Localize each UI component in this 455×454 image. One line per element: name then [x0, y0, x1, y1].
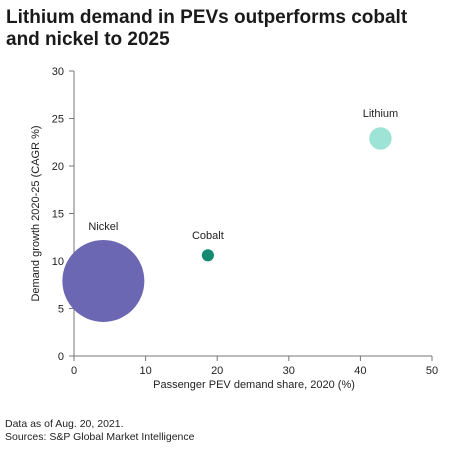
x-tick-label: 0 — [71, 365, 77, 377]
x-tick-label: 10 — [139, 365, 151, 377]
y-tick-label: 15 — [52, 209, 64, 221]
data-date-note: Data as of Aug. 20, 2021. — [5, 418, 124, 430]
bubble-label-nickel: Nickel — [88, 221, 118, 233]
y-tick-label: 25 — [52, 114, 64, 126]
y-tick-label: 30 — [52, 66, 64, 78]
y-tick-label: 5 — [58, 304, 64, 316]
chart-title-line-1: Lithium demand in PEVs outperforms cobal… — [6, 7, 408, 28]
x-tick-label: 50 — [426, 365, 438, 377]
chart-footer: Data as of Aug. 20, 2021. Sources: S&P G… — [5, 418, 195, 444]
source-note: Sources: S&P Global Market Intelligence — [5, 431, 195, 443]
x-tick-label: 20 — [211, 365, 223, 377]
y-tick-label: 20 — [52, 161, 64, 173]
y-tick-label: 0 — [58, 351, 64, 363]
bubble-lithium — [369, 127, 392, 150]
y-tick-label: 10 — [52, 256, 64, 268]
bubble-label-cobalt: Cobalt — [192, 230, 224, 242]
y-axis-label: Demand growth 2020-25 (CAGR %) — [30, 125, 42, 301]
bubble-label-lithium: Lithium — [363, 108, 398, 120]
x-axis-label: Passenger PEV demand share, 2020 (%) — [153, 379, 355, 391]
bubble-cobalt — [201, 249, 214, 262]
x-tick-label: 30 — [283, 365, 295, 377]
chart-title: Lithium demand in PEVs outperforms cobal… — [6, 7, 446, 51]
chart-title-line-2: and nickel to 2025 — [6, 29, 170, 50]
x-tick-label: 40 — [354, 365, 366, 377]
bubble-nickel — [62, 239, 145, 322]
